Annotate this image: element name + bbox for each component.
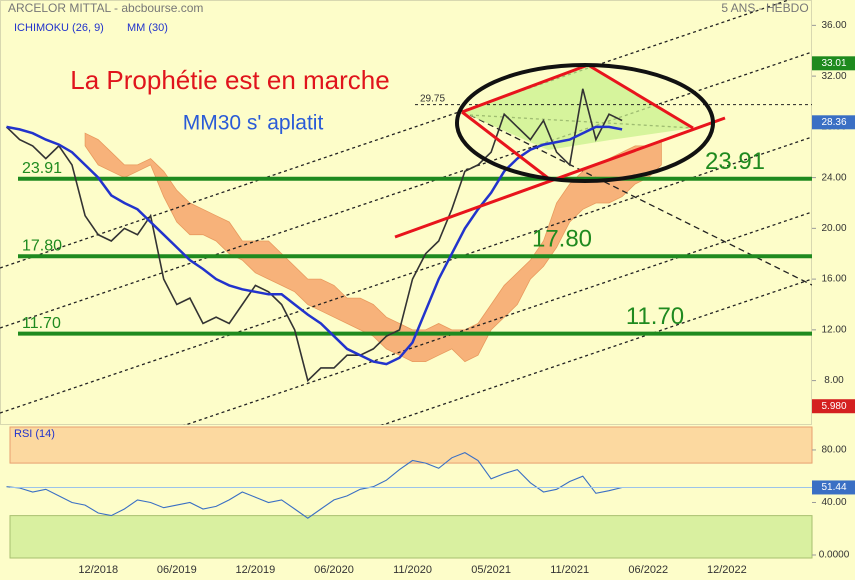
- x-tick-label: 05/2021: [471, 564, 511, 576]
- header-right: 5 ANS - HEBDO: [721, 1, 808, 15]
- x-tick-label: 11/2021: [550, 564, 589, 576]
- y-tick-label: 32.00: [821, 71, 846, 82]
- x-tick-label: 06/2022: [628, 564, 668, 576]
- value-marker-label: 5.980: [821, 401, 846, 412]
- channel-line: [0, 136, 812, 414]
- channel-line: [380, 278, 812, 425]
- rsi-title: RSI (14): [14, 428, 55, 440]
- header-left: ARCELOR MITTAL - abcbourse.com: [8, 1, 203, 15]
- ichimoku-cloud: [84, 132, 662, 363]
- x-tick-label: 06/2019: [157, 564, 197, 576]
- level-label-right: 23.91: [705, 148, 765, 175]
- value-marker-label: 51.44: [821, 482, 846, 493]
- x-tick-label: 06/2020: [314, 564, 354, 576]
- value-marker-label: 28.36: [821, 117, 846, 128]
- price-line: [5, 88, 623, 383]
- y-tick-label: 0.0000: [819, 550, 850, 561]
- level-label-right: 17.80: [532, 226, 592, 253]
- level-label-left: 11.70: [22, 315, 61, 332]
- resistance-label: 29.75: [420, 93, 445, 104]
- x-tick-label: 12/2018: [78, 564, 118, 576]
- back-layer: [9, 132, 813, 559]
- x-tick-label: 12/2019: [236, 564, 276, 576]
- price-line: [6, 451, 623, 519]
- value-marker-label: 33.01: [821, 58, 846, 69]
- y-tick-label: 20.00: [821, 223, 846, 234]
- highlight-ellipse: [455, 63, 715, 183]
- level-label-right: 11.70: [626, 303, 684, 330]
- trend-line: [461, 63, 589, 114]
- y-tick-label: 16.00: [821, 274, 846, 285]
- x-tick-label: 11/2020: [393, 564, 432, 576]
- channel-line: [0, 51, 812, 329]
- value-marker: [812, 399, 855, 414]
- value-marker: [812, 56, 855, 71]
- channel-line: [0, 0, 791, 269]
- chart-title: La Prophétie est en marche: [70, 65, 389, 95]
- level-label-left: 17.80: [22, 237, 62, 254]
- trend-line: [587, 63, 694, 130]
- value-marker: [812, 115, 855, 130]
- legend-mm: MM (30): [127, 22, 168, 34]
- main-panel: [0, 0, 812, 425]
- trend-line: [394, 116, 726, 239]
- value-marker: [812, 480, 855, 495]
- y-tick-label: 80.00: [821, 445, 846, 456]
- oversold-zone: [9, 515, 813, 559]
- chart-subtitle: MM30 s' aplatit: [183, 112, 324, 135]
- legend-ichimoku: ICHIMOKU (26, 9): [14, 22, 104, 34]
- y-tick-label: 36.00: [821, 20, 846, 31]
- down-line: [469, 114, 812, 286]
- y-tick-label: 8.00: [824, 375, 844, 386]
- trend-line: [461, 110, 549, 180]
- x-tick-label: 12/2022: [707, 564, 747, 576]
- y-tick-label: 40.00: [821, 497, 846, 508]
- y-tick-label: 24.00: [821, 172, 846, 183]
- front-layer: 23.91 23.91 17.80 17.80 11.70 11.70 29.75: [5, 88, 812, 519]
- level-label-left: 23.91: [22, 160, 62, 177]
- y-tick-label: 12.00: [821, 324, 846, 335]
- overbought-zone: [9, 426, 813, 464]
- red-lines: [394, 63, 726, 239]
